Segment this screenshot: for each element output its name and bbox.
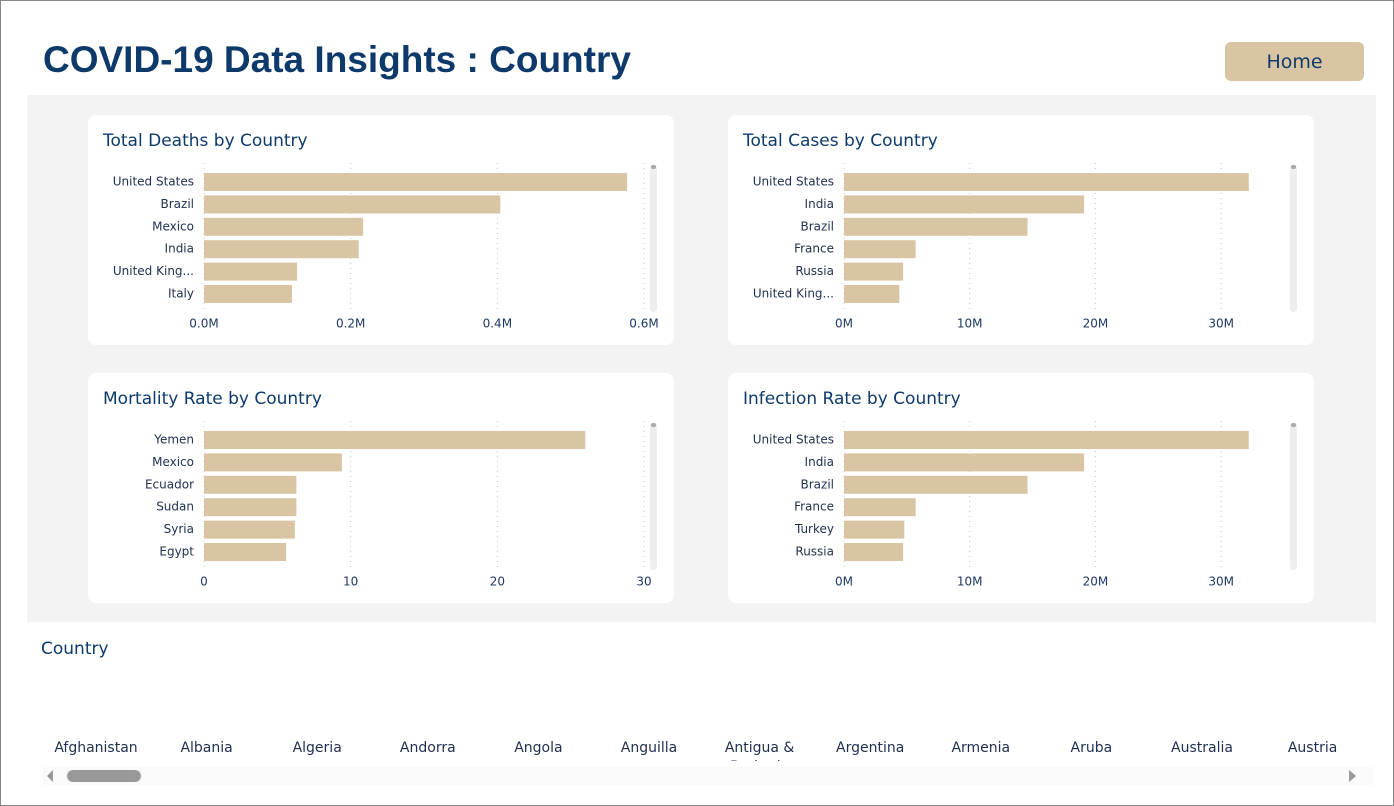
bar [844, 217, 1028, 236]
x-tick-label: 20M [1083, 575, 1109, 589]
bar [204, 240, 359, 259]
slicer-item[interactable]: Australia [1171, 740, 1233, 756]
slicer-item[interactable]: Andorra [399, 740, 456, 756]
bar [204, 217, 364, 236]
y-tick-label: Ecuador [145, 477, 194, 491]
slicer-title: Country [41, 639, 109, 659]
horizontal-scrollbar[interactable] [43, 767, 1373, 785]
y-tick-label: Brazil [801, 219, 835, 233]
x-tick-label: 10M [957, 317, 983, 331]
vertical-scrollbar[interactable] [1290, 165, 1297, 312]
slicer-item[interactable]: Algeria [292, 740, 342, 756]
x-tick-label: 30M [1208, 317, 1234, 331]
bar [204, 543, 287, 561]
chart-title: Total Deaths by Country [102, 131, 308, 151]
bar [844, 173, 1249, 191]
scroll-thumb[interactable] [651, 165, 656, 169]
bar [844, 285, 900, 303]
bar [844, 498, 916, 517]
x-tick-label: 10 [343, 575, 358, 589]
x-tick-label: 30M [1208, 575, 1234, 589]
x-tick-label: 0.2M [336, 317, 365, 331]
x-tick-label: 30 [636, 575, 651, 589]
slicer-item[interactable]: Antigua & Barbuda [724, 740, 795, 761]
scroll-thumb[interactable] [67, 770, 141, 782]
y-tick-label: Sudan [156, 500, 194, 514]
y-tick-label: Mexico [152, 455, 194, 469]
y-tick-label: Turkey [794, 522, 834, 536]
y-tick-label: United States [753, 175, 834, 189]
x-tick-label: 0.6M [629, 317, 658, 331]
scrollbar-graphic [47, 770, 1356, 782]
y-tick-label: Russia [795, 264, 834, 278]
bar [204, 262, 298, 281]
country-slicer: Country Afghanistan Albania Algeria Andorra… [27, 622, 1376, 787]
charts: Total Deaths by Country 0.0M 0.2M 0.4M 0.6M U… [88, 115, 1314, 603]
y-tick-label: Egypt [159, 545, 194, 559]
y-tick-label: Syria [164, 522, 194, 536]
vertical-scrollbar[interactable] [650, 423, 657, 570]
slicer-item[interactable]: Anguilla [620, 740, 678, 756]
slicer-item[interactable]: Aruba [1070, 740, 1113, 756]
y-tick-label: India [805, 455, 834, 469]
scroll-left[interactable] [47, 770, 53, 782]
y-tick-label: Yemen [153, 433, 194, 447]
x-tick-label: 20 [490, 575, 505, 589]
bar [204, 173, 628, 191]
bar [844, 431, 1249, 449]
y-tick-label: United States [753, 433, 834, 447]
y-tick-label: Mexico [152, 219, 194, 233]
bar [844, 262, 904, 281]
home-button[interactable]: Home [1225, 42, 1364, 81]
x-tick-label: 0.4M [483, 317, 512, 331]
x-tick-label: 0.0M [189, 317, 218, 331]
y-tick-label: United States [113, 175, 194, 189]
bar [844, 475, 1028, 494]
page-title: COVID-19 Data Insights : Country [43, 39, 631, 80]
bar [204, 453, 342, 472]
slicer-item[interactable]: Argentina [836, 740, 905, 756]
x-tick-label: 0M [835, 575, 853, 589]
slicer-item[interactable]: Armenia [951, 740, 1011, 756]
chart-title: Infection Rate by Country [743, 389, 961, 409]
x-tick-label: 10M [957, 575, 983, 589]
y-tick-label: United King... [753, 287, 834, 301]
y-tick-label: France [794, 500, 834, 514]
bar [844, 453, 1085, 472]
bar [204, 520, 295, 539]
scroll-thumb[interactable] [1291, 423, 1296, 427]
scroll-thumb[interactable] [651, 423, 656, 427]
y-tick-label: Italy [168, 287, 194, 301]
y-tick-label: India [805, 197, 834, 211]
y-tick-label: Russia [795, 545, 834, 559]
x-tick-label: 0 [200, 575, 208, 589]
y-tick-label: France [794, 242, 834, 256]
slicer-item[interactable]: Austria [1287, 740, 1338, 756]
chart-title: Total Cases by Country [742, 131, 938, 151]
scroll-thumb[interactable] [1291, 165, 1296, 169]
bar [204, 431, 586, 449]
bar [844, 543, 904, 561]
y-tick-label: Brazil [801, 477, 835, 491]
y-tick-label: India [165, 242, 194, 256]
scroll-right[interactable] [1349, 770, 1356, 782]
vertical-scrollbar[interactable] [1290, 423, 1297, 570]
y-tick-label: United King... [113, 264, 194, 278]
x-tick-label: 0M [835, 317, 853, 331]
slicer-item[interactable]: Albania [180, 740, 233, 756]
chart-title: Mortality Rate by Country [103, 389, 322, 409]
bar [204, 475, 297, 494]
y-tick-label: Brazil [161, 197, 195, 211]
bar [844, 240, 916, 259]
x-tick-label: 20M [1083, 317, 1109, 331]
bar [204, 498, 297, 517]
bar [204, 285, 292, 303]
slicer-item[interactable]: Angola [514, 740, 563, 756]
bar [844, 520, 905, 539]
bar [844, 195, 1085, 214]
vertical-scrollbar[interactable] [650, 165, 657, 312]
slicer-item[interactable]: Afghanistan [54, 740, 138, 756]
bar [204, 195, 501, 214]
